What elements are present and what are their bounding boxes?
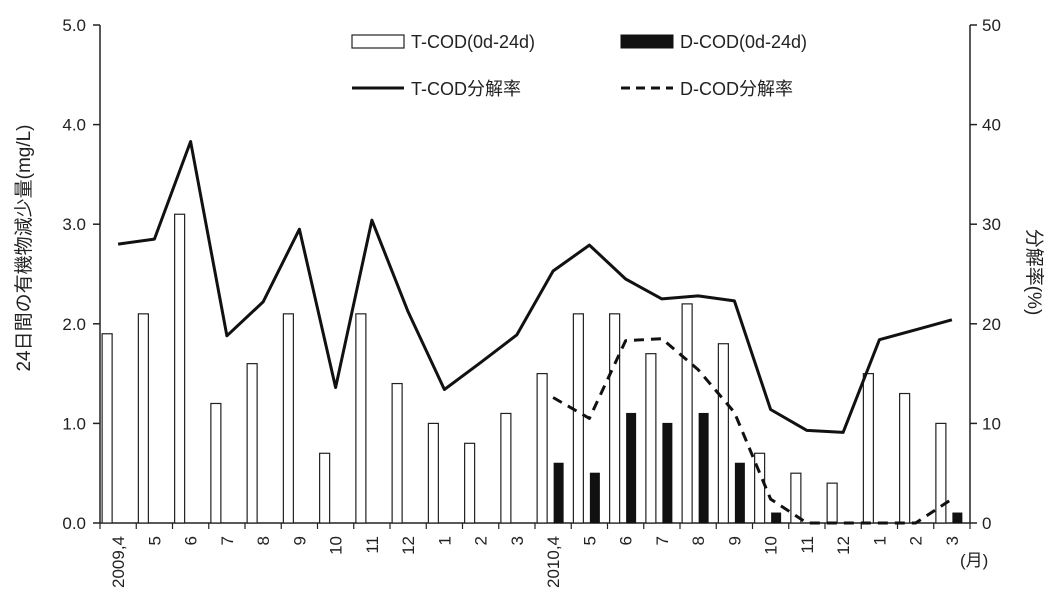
bar-t-cod bbox=[790, 472, 802, 524]
x-tick-label: 5 bbox=[580, 536, 599, 545]
x-tick-label: 12 bbox=[399, 536, 418, 555]
bar-t-cod bbox=[681, 303, 693, 524]
legend-swatch-d-cod-bar bbox=[620, 34, 674, 49]
legend: T-COD(0d-24d) D-COD(0d-24d) T-COD分解率 D-C… bbox=[351, 32, 807, 99]
x-tick-label: 1 bbox=[870, 536, 889, 545]
x-tick-label: 11 bbox=[363, 536, 382, 554]
bar-d-cod bbox=[698, 412, 709, 524]
x-tick-label: 3 bbox=[508, 536, 527, 545]
line-t-cod-rate bbox=[117, 140, 953, 434]
x-tick-label: 2 bbox=[907, 536, 926, 545]
x-tick-label: 10 bbox=[762, 536, 781, 555]
bar-t-cod bbox=[391, 382, 403, 524]
x-tick-label: 11 bbox=[798, 536, 817, 554]
bar-d-cod bbox=[626, 412, 637, 524]
legend-label-t-cod-line: T-COD分解率 bbox=[411, 79, 521, 99]
left-tick-label: 1.0 bbox=[62, 414, 86, 433]
x-tick-label: 8 bbox=[689, 536, 708, 545]
bar-t-cod bbox=[319, 452, 331, 524]
bar-d-cod bbox=[589, 472, 600, 524]
left-tick-label: 4.0 bbox=[62, 116, 86, 135]
x-tick-label: 7 bbox=[218, 536, 237, 545]
x-tick-label: 9 bbox=[725, 536, 744, 545]
left-tick-label: 5.0 bbox=[62, 16, 86, 35]
bar-t-cod bbox=[826, 482, 838, 524]
bar-t-cod bbox=[355, 313, 367, 524]
left-tick-label: 3.0 bbox=[62, 215, 86, 234]
x-tick-label: 6 bbox=[182, 536, 201, 545]
legend-label-t-cod-bar: T-COD(0d-24d) bbox=[411, 32, 535, 52]
bar-t-cod bbox=[101, 333, 113, 524]
x-tick-label: 8 bbox=[254, 536, 273, 545]
legend-swatch-t-cod-bar bbox=[351, 34, 405, 49]
bar-t-cod bbox=[536, 373, 548, 524]
right-tick-label: 50 bbox=[982, 16, 1001, 35]
left-y-ticks: 0.0 1.0 2.0 3.0 4.0 5.0 bbox=[62, 16, 100, 533]
x-tick-label: 9 bbox=[290, 536, 309, 545]
right-tick-label: 40 bbox=[982, 116, 1001, 135]
bar-t-cod bbox=[282, 313, 294, 524]
x-tick-label: 2 bbox=[472, 536, 491, 545]
left-tick-label: 0.0 bbox=[62, 514, 86, 533]
bar-t-cod bbox=[717, 343, 729, 524]
bar-d-cod bbox=[553, 462, 564, 524]
x-tick-label: 2010,4 bbox=[544, 536, 563, 588]
y-axis-title: 24日間の有機物減少量(mg/L) bbox=[13, 124, 35, 371]
bar-t-cod bbox=[862, 373, 874, 524]
x-tick-label: 7 bbox=[653, 536, 672, 545]
bar-t-cod bbox=[899, 392, 911, 524]
x-tick-label: 1 bbox=[435, 536, 454, 545]
bars bbox=[101, 213, 963, 524]
bar-d-cod bbox=[662, 422, 673, 524]
right-tick-label: 20 bbox=[982, 315, 1001, 334]
bar-t-cod bbox=[246, 363, 258, 524]
line-d-cod-rate bbox=[552, 337, 953, 525]
bar-t-cod bbox=[645, 353, 657, 524]
legend-label-d-cod-line: D-COD分解率 bbox=[680, 79, 793, 99]
x-tick-label: 5 bbox=[145, 536, 164, 545]
x-tick-label: 12 bbox=[834, 536, 853, 555]
x-tick-label: 2009,4 bbox=[109, 536, 128, 588]
bar-t-cod bbox=[464, 442, 476, 524]
bar-d-cod bbox=[952, 512, 963, 524]
bar-t-cod bbox=[210, 402, 222, 524]
bar-t-cod bbox=[609, 313, 621, 524]
bar-t-cod bbox=[572, 313, 584, 524]
axes bbox=[99, 25, 971, 524]
x-ticks: 2009,4 5 6 7 8 9 10 11 12 1 2 3 2010,4 5 6 7 8 9 10 11 12 1 2 3 bbox=[99, 523, 971, 588]
right-tick-label: 30 bbox=[982, 215, 1001, 234]
bar-t-cod bbox=[935, 422, 947, 524]
x-tick-label: 10 bbox=[327, 536, 346, 555]
bar-t-cod bbox=[500, 412, 512, 524]
legend-label-d-cod-bar: D-COD(0d-24d) bbox=[680, 32, 807, 52]
x-tick-label: 6 bbox=[617, 536, 636, 545]
bar-t-cod bbox=[174, 213, 186, 524]
bar-t-cod bbox=[427, 422, 439, 524]
right-tick-label: 10 bbox=[982, 414, 1001, 433]
right-tick-label: 0 bbox=[982, 514, 991, 533]
right-y-ticks: 0 10 20 30 40 50 bbox=[970, 16, 1001, 533]
lines bbox=[117, 140, 953, 525]
y2-axis-title: 分解率(%) bbox=[1023, 229, 1045, 316]
left-tick-label: 2.0 bbox=[62, 315, 86, 334]
bar-d-cod bbox=[734, 462, 745, 524]
x-unit-label: (月) bbox=[960, 551, 988, 570]
bar-d-cod bbox=[771, 512, 782, 524]
bar-t-cod bbox=[137, 313, 149, 524]
x-tick-label: 3 bbox=[943, 536, 962, 545]
